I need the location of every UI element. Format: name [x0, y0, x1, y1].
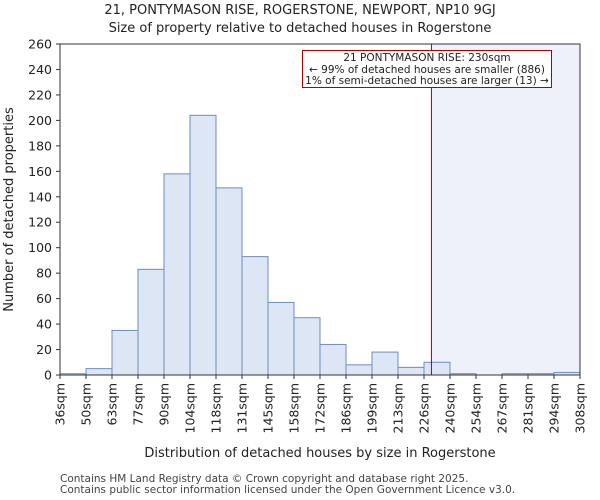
bar: [423, 361, 451, 376]
y-tick-label: 240: [28, 62, 52, 77]
highlight-region: [431, 44, 580, 375]
bar: [241, 256, 269, 376]
x-tick-label: 226sqm: [417, 383, 432, 433]
x-tick-label: 267sqm: [495, 383, 510, 433]
x-tick-label: 199sqm: [365, 383, 380, 433]
y-tick-label: 120: [28, 215, 52, 230]
bar: [163, 173, 191, 376]
x-tick-label: 186sqm: [339, 383, 354, 433]
x-tick-label: 104sqm: [183, 383, 198, 433]
y-tick-label: 260: [28, 37, 52, 52]
bar: [137, 268, 165, 376]
x-tick-label: 172sqm: [313, 383, 328, 433]
y-tick-label: 180: [28, 138, 52, 153]
y-tick-label: 20: [36, 342, 52, 357]
y-tick-label: 40: [36, 317, 52, 332]
y-tick-label: 100: [28, 240, 52, 255]
x-tick-label: 308sqm: [573, 383, 588, 433]
x-tick-label: 77sqm: [131, 383, 146, 426]
x-tick-label: 158sqm: [287, 383, 302, 433]
chart-title: 21, PONTYMASON RISE, ROGERSTONE, NEWPORT…: [104, 3, 496, 18]
y-tick-label: 0: [44, 368, 52, 383]
x-tick-label: 36sqm: [53, 383, 68, 426]
bar: [397, 366, 425, 376]
bar: [189, 114, 217, 376]
x-axis-label: Distribution of detached houses by size …: [144, 446, 495, 461]
y-tick-label: 140: [28, 189, 52, 204]
bar: [345, 364, 373, 376]
bar: [267, 301, 295, 376]
bar: [319, 343, 347, 376]
x-tick-label: 131sqm: [235, 383, 250, 433]
bar: [371, 351, 399, 376]
x-tick-label: 118sqm: [209, 383, 224, 433]
chart-subtitle: Size of property relative to detached ho…: [108, 21, 492, 36]
x-tick-label: 213sqm: [391, 383, 406, 433]
x-tick-label: 281sqm: [521, 383, 536, 433]
y-axis-label: Number of detached properties: [2, 107, 17, 312]
footer-line-1: Contains HM Land Registry data © Crown c…: [60, 473, 469, 485]
annotation-line-2: ← 99% of detached houses are smaller (88…: [309, 63, 545, 76]
bar: [111, 329, 139, 376]
x-tick-label: 145sqm: [261, 383, 276, 433]
x-tick-label: 294sqm: [547, 383, 562, 433]
x-tick-label: 240sqm: [443, 383, 458, 433]
bar: [215, 187, 243, 376]
annotation-line-3: 1% of semi-detached houses are larger (1…: [305, 75, 549, 87]
y-tick-label: 160: [28, 164, 52, 179]
y-tick-label: 60: [36, 291, 52, 306]
y-tick-label: 220: [28, 87, 52, 102]
bar: [293, 317, 321, 376]
y-tick-label: 80: [36, 266, 52, 281]
annotation-line-1: 21 PONTYMASON RISE: 230sqm: [343, 52, 511, 64]
y-tick-label: 200: [28, 113, 52, 128]
x-tick-label: 50sqm: [79, 383, 94, 426]
x-tick-label: 254sqm: [469, 383, 484, 433]
x-tick-label: 90sqm: [157, 383, 172, 426]
bar: [85, 368, 113, 376]
marker-annotation: 21 PONTYMASON RISE: 230sqm ← 99% of deta…: [302, 50, 552, 88]
x-tick-label: 63sqm: [105, 383, 120, 426]
footer-line-2: Contains public sector information licen…: [60, 484, 516, 496]
